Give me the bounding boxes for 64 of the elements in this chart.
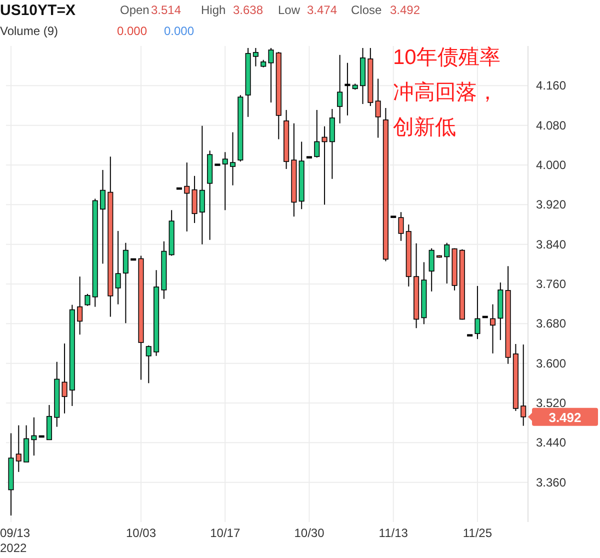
annotation: 冲高回落， [393, 81, 498, 104]
candlestick [62, 343, 68, 414]
text: High [201, 3, 226, 17]
x-tick-label: 09/13 [0, 526, 30, 540]
candlestick [84, 293, 90, 306]
candlestick [122, 242, 128, 324]
y-tick-label: 3.440 [536, 436, 566, 450]
y-tick-label: 3.360 [536, 475, 566, 490]
candlestick [322, 126, 328, 206]
candlestick [100, 169, 106, 264]
candlestick [16, 424, 22, 472]
chart-title: US10YT=X [0, 2, 76, 19]
candlestick [192, 175, 198, 224]
candlestick [337, 54, 343, 124]
annotation: 创新低 [393, 116, 456, 139]
candlestick [428, 248, 434, 292]
x-tick-label: 10/30 [294, 526, 325, 540]
text: Low [278, 3, 300, 17]
candlestick [520, 344, 526, 426]
candlestick [268, 47, 274, 104]
text: 3.492 [390, 3, 420, 17]
candlestick [24, 424, 30, 463]
text: 3.638 [233, 3, 264, 17]
annotation: 10年债殖率 [393, 46, 500, 69]
candlestick [77, 276, 83, 336]
text: Close [351, 3, 382, 17]
candlestick [490, 304, 496, 354]
text: Open [120, 3, 150, 17]
candlestick [222, 152, 228, 211]
candlestick [314, 109, 320, 158]
text: 0.000 [117, 24, 148, 38]
candlestick [184, 162, 190, 232]
text: 2022 [0, 541, 28, 555]
text: 0.000 [164, 24, 194, 38]
y-tick-label: 3.840 [536, 237, 566, 252]
candlestick [329, 108, 335, 180]
text: 3.492 [548, 410, 582, 425]
candlestick [398, 212, 404, 242]
candlestick [474, 285, 480, 340]
text: 3.514 [151, 3, 182, 17]
y-tick-label: 4.000 [536, 158, 566, 172]
candlestick [31, 416, 37, 456]
y-tick-label: 3.600 [536, 356, 566, 370]
x-tick-label: 10/03 [126, 526, 156, 540]
candlestick [199, 125, 205, 245]
candlestick [344, 62, 350, 116]
x-tick-label: 11/13 [378, 526, 408, 540]
x-tick-label: 11/25 [462, 526, 492, 540]
x-tick-label: 10/17 [210, 526, 240, 540]
y-tick-label: 4.080 [536, 118, 566, 132]
candlestick [230, 132, 236, 186]
y-tick-label: 3.920 [536, 198, 566, 212]
y-tick-label: 3.760 [536, 277, 566, 291]
candlestick [252, 47, 258, 67]
candlestick [375, 78, 381, 138]
text: 3.474 [307, 3, 338, 17]
y-tick-label: 3.520 [536, 396, 566, 410]
candlestick [46, 404, 52, 440]
candlestick [444, 242, 450, 284]
y-tick-label: 4.160 [536, 78, 566, 93]
candlestick [146, 344, 152, 384]
y-tick-label: 3.680 [536, 316, 566, 331]
text: Volume (9) [0, 24, 58, 38]
candlestick [115, 230, 121, 305]
